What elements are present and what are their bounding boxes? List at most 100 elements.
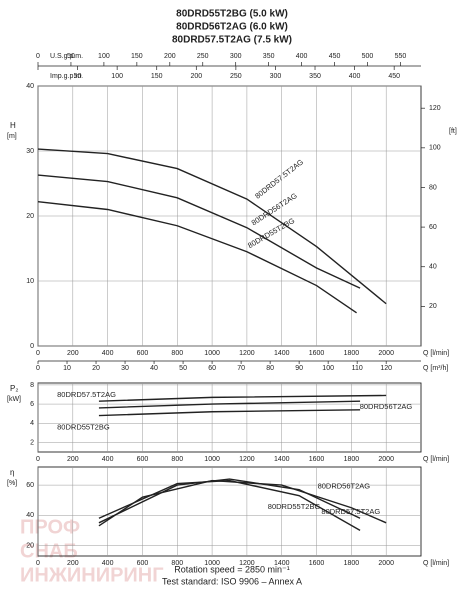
y-axis-label: η	[10, 468, 14, 477]
series-label: 80DRD57.5T2AG	[253, 157, 305, 200]
series-line	[98, 400, 361, 409]
x-tick-label: 200	[67, 456, 79, 463]
x-tick-label: 200	[67, 350, 79, 357]
series-line	[37, 148, 387, 305]
series-line	[98, 409, 361, 417]
x2-tick-label: 10	[63, 365, 71, 372]
y2-tick-label: 120	[429, 105, 441, 112]
x-tick-label: 600	[137, 456, 149, 463]
x2-tick-label: 50	[179, 365, 187, 372]
x-tick-label: 1800	[344, 350, 360, 357]
x-axis-label: Q [l/min]	[423, 560, 449, 567]
y-tick-label: 6	[30, 401, 34, 408]
title-line: 80DRD57.5T2AG (7.5 kW)	[172, 35, 292, 46]
x-tick-label: 1800	[344, 560, 360, 567]
tick-label: 450	[388, 73, 400, 80]
x-tick-label: 0	[36, 560, 40, 567]
tick-label: 400	[349, 73, 361, 80]
x-tick-label: 2000	[378, 456, 394, 463]
y2-tick-label: 60	[429, 224, 437, 231]
tick-label: 550	[395, 53, 407, 60]
footnote: Rotation speed = 2850 min⁻¹	[174, 564, 290, 574]
y-tick-label: 0	[30, 343, 34, 350]
tick-label: 50	[74, 73, 82, 80]
x-tick-label: 1200	[239, 456, 255, 463]
x-tick-label: 1800	[344, 456, 360, 463]
tick-label: 200	[164, 53, 176, 60]
y-tick-label: 30	[26, 148, 34, 155]
axis-label: U.S.g.p.m.	[50, 53, 83, 60]
x2-axis-label: Q [m³/h]	[423, 365, 448, 372]
tick-label: 150	[131, 53, 143, 60]
series-line	[98, 394, 387, 402]
x2-tick-label: 70	[237, 365, 245, 372]
x-tick-label: 0	[36, 350, 40, 357]
y2-tick-label: 20	[429, 303, 437, 310]
x2-tick-label: 80	[266, 365, 274, 372]
tick-label: 250	[197, 53, 209, 60]
x-axis-label: Q [l/min]	[423, 350, 449, 357]
x2-tick-label: 30	[121, 365, 129, 372]
x-tick-label: 1200	[239, 560, 255, 567]
x-tick-label: 1400	[274, 560, 290, 567]
x-tick-label: 800	[171, 350, 183, 357]
y-tick-label: 20	[26, 542, 34, 549]
y-tick-label: 60	[26, 482, 34, 489]
series-line	[37, 201, 357, 314]
x-tick-label: 400	[102, 560, 114, 567]
y-axis-unit: [m]	[7, 133, 17, 140]
series-label: 80DRD55T2BG	[57, 423, 110, 432]
y-axis-label: H	[10, 121, 16, 130]
x-tick-label: 1400	[274, 350, 290, 357]
tick-label: 400	[296, 53, 308, 60]
y2-tick-label: 100	[429, 145, 441, 152]
x-tick-label: 600	[137, 350, 149, 357]
x-tick-label: 0	[36, 456, 40, 463]
title-line: 80DRD55T2BG (5.0 kW)	[176, 9, 288, 20]
tick-label: 300	[270, 73, 282, 80]
tick-label: 200	[190, 73, 202, 80]
y-axis-label: P₂	[10, 384, 18, 393]
x2-tick-label: 40	[150, 365, 158, 372]
x2-tick-label: 120	[380, 365, 392, 372]
x-tick-label: 2000	[378, 350, 394, 357]
y2-axis-unit: [ft]	[449, 128, 457, 135]
x2-tick-label: 0	[36, 365, 40, 372]
series-label: 80DRD56T2AG	[318, 481, 371, 490]
x-tick-label: 1600	[309, 350, 325, 357]
tick-label: 350	[263, 53, 275, 60]
y-axis-unit: [kW]	[7, 396, 21, 403]
x2-tick-label: 60	[208, 365, 216, 372]
x-tick-label: 200	[67, 560, 79, 567]
x-tick-label: 400	[102, 456, 114, 463]
series-line	[98, 479, 361, 531]
axis-label: Imp.g.p.m.	[50, 73, 83, 80]
x-tick-label: 800	[171, 456, 183, 463]
tick-label: 450	[329, 53, 341, 60]
x2-tick-label: 90	[295, 365, 303, 372]
watermark: СНАБ	[20, 540, 78, 562]
y2-tick-label: 80	[429, 184, 437, 191]
x-tick-label: 800	[171, 560, 183, 567]
y-tick-label: 20	[26, 213, 34, 220]
tick-label: 250	[230, 73, 242, 80]
tick-label: 300	[230, 53, 242, 60]
y-tick-label: 10	[26, 278, 34, 285]
x-tick-label: 1400	[274, 456, 290, 463]
x-axis-label: Q [l/min]	[423, 456, 449, 463]
y-tick-label: 40	[26, 83, 34, 90]
y-tick-label: 2	[30, 439, 34, 446]
y-tick-label: 40	[26, 512, 34, 519]
x2-tick-label: 110	[352, 365, 363, 372]
x-tick-label: 600	[137, 560, 149, 567]
tick-label: 500	[362, 53, 374, 60]
title-line: 80DRD56T2AG (6.0 kW)	[176, 22, 288, 33]
x-tick-label: 1000	[204, 456, 220, 463]
watermark: ПРОФ	[20, 516, 80, 538]
tick-label: 100	[98, 53, 110, 60]
tick-label: 50	[67, 53, 75, 60]
y-tick-label: 4	[30, 420, 34, 427]
y-tick-label: 8	[30, 382, 34, 389]
series-line	[37, 174, 361, 289]
